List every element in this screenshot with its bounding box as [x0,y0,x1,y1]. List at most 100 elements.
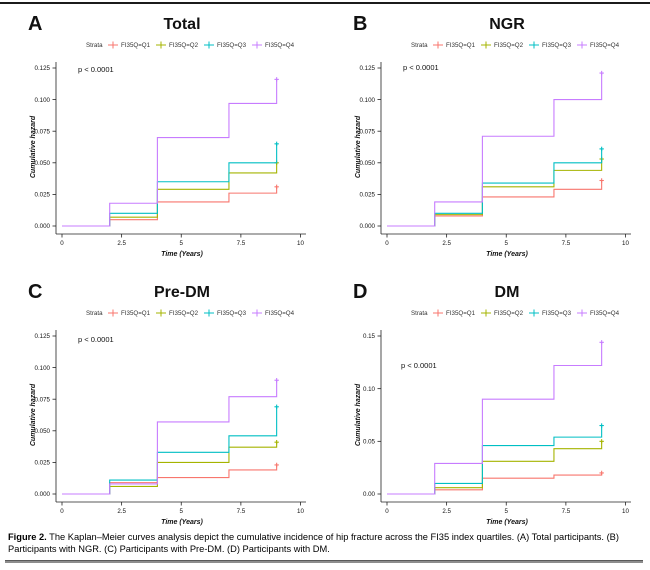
y-tick-label: 0.100 [360,97,376,104]
panel-title: DM [495,284,520,301]
legend-label: FI35Q=Q2 [494,42,524,49]
y-tick-label: 0.000 [35,491,51,498]
axes [52,62,306,238]
bottom-rule [5,560,643,563]
x-tick-label: 2.5 [442,508,451,515]
legend-title: Strata [86,310,103,317]
km-curve-fi35q-q4 [387,73,603,227]
x-tick-label: 5 [180,508,184,515]
km-curve-fi35q-q3 [62,406,278,495]
panel-title: Pre-DM [154,284,210,301]
p-value: p < 0.0001 [403,63,439,72]
y-tick-label: 0.075 [360,128,376,135]
top-rule [0,2,650,4]
y-tick-label: 0.15 [363,333,376,340]
y-tick-label: 0.025 [35,192,51,199]
legend-label: FI35Q=Q4 [590,310,620,317]
legend-label: FI35Q=Q4 [590,42,620,49]
y-tick-label: 0.025 [35,460,51,467]
p-value: p < 0.0001 [401,361,437,370]
y-axis-title: Cumulative hazard [355,383,362,446]
p-value: p < 0.0001 [78,335,114,344]
y-axis-title: Cumulative hazard [355,115,362,178]
km-curve-fi35q-q4 [387,342,603,495]
panel-a-total: A Total Strata FI35Q=Q1 FI35Q=Q2 FI35Q=Q3 FI35… [0,4,325,264]
legend-title: Strata [411,42,428,49]
x-tick-label: 5 [505,240,509,247]
panel-letter: D [353,281,367,303]
x-tick-label: 10 [297,240,304,247]
x-axis-title: Time (Years) [161,519,203,526]
caption-text: The Kaplan–Meier curves analysis depict … [8,532,619,555]
legend-label: FI35Q=Q3 [217,310,247,317]
km-curve-fi35q-q2 [62,442,278,495]
x-axis-title: Time (Years) [486,251,528,258]
legend-label: FI35Q=Q3 [542,310,572,317]
x-tick-label: 7.5 [237,240,246,247]
y-tick-label: 0.125 [360,65,376,72]
y-tick-label: 0.125 [35,333,51,340]
x-tick-label: 2.5 [442,240,451,247]
y-tick-label: 0.100 [35,97,51,104]
y-tick-label: 0.10 [363,386,376,393]
x-tick-label: 0 [385,240,389,247]
x-tick-label: 0 [385,508,389,515]
legend-label: FI35Q=Q1 [446,42,476,49]
y-tick-label: 0.125 [35,65,51,72]
panel-letter: B [353,13,367,35]
y-axis-title: Cumulative hazard [30,115,37,178]
legend-label: FI35Q=Q3 [217,42,247,49]
legend: Strata FI35Q=Q1 FI35Q=Q2 FI35Q=Q3 FI35Q=Q4 [86,41,295,49]
panel-b-ngr: B NGR Strata FI35Q=Q1 FI35Q=Q2 FI35Q=Q3 FI35Q=… [325,4,650,264]
y-tick-label: 0.00 [363,491,376,498]
panel-letter: C [28,281,42,303]
km-curve-fi35q-q4 [62,79,278,227]
legend-title: Strata [86,42,103,49]
km-curve-fi35q-q3 [62,143,278,227]
legend: Strata FI35Q=Q1 FI35Q=Q2 FI35Q=Q3 FI35Q=Q4 [411,41,620,49]
figure-caption: Figure 2. The Kaplan–Meier curves analys… [8,531,644,556]
axes [377,62,631,238]
km-chart-a: A Total Strata FI35Q=Q1 FI35Q=Q2 FI35Q=Q3 FI35… [28,13,306,258]
km-chart-c: C Pre-DM Strata FI35Q=Q1 FI35Q=Q2 FI35Q=Q3 FI3… [28,281,306,526]
x-tick-label: 5 [505,508,509,515]
km-chart-d: D DM Strata FI35Q=Q1 FI35Q=Q2 FI35Q=Q3 FI35Q=Q… [353,281,631,526]
legend: Strata FI35Q=Q1 FI35Q=Q2 FI35Q=Q3 FI35Q=Q4 [411,309,620,317]
panel-c-pre-dm: C Pre-DM Strata FI35Q=Q1 FI35Q=Q2 FI35Q=Q3 FI3… [0,272,325,532]
y-tick-label: 0.000 [35,223,51,230]
km-curve-fi35q-q3 [387,425,603,495]
legend-label: FI35Q=Q1 [121,42,151,49]
y-tick-label: 0.050 [35,428,51,435]
x-tick-label: 10 [622,508,629,515]
x-axis-title: Time (Years) [486,519,528,526]
axes [52,330,306,506]
km-curve-fi35q-q3 [387,148,603,227]
y-tick-label: 0.050 [35,160,51,167]
legend-label: FI35Q=Q4 [265,42,295,49]
legend-title: Strata [411,310,428,317]
x-axis-title: Time (Years) [161,251,203,258]
x-tick-label: 10 [622,240,629,247]
legend-label: FI35Q=Q1 [446,310,476,317]
x-tick-label: 10 [297,508,304,515]
caption-label: Figure 2. [8,532,47,542]
km-curve-fi35q-q2 [387,159,603,227]
km-curve-fi35q-q2 [387,441,603,495]
legend-label: FI35Q=Q4 [265,310,295,317]
km-curve-fi35q-q4 [62,380,278,495]
x-tick-label: 0 [60,508,64,515]
legend-label: FI35Q=Q2 [169,310,199,317]
legend: Strata FI35Q=Q1 FI35Q=Q2 FI35Q=Q3 FI35Q=Q4 [86,309,295,317]
panel-title: NGR [489,16,525,33]
legend-label: FI35Q=Q1 [121,310,151,317]
p-value: p < 0.0001 [78,65,114,74]
km-curve-fi35q-q1 [62,464,278,495]
y-tick-label: 0.025 [360,192,376,199]
axes [377,330,631,506]
x-tick-label: 7.5 [562,508,571,515]
km-chart-b: B NGR Strata FI35Q=Q1 FI35Q=Q2 FI35Q=Q3 FI35Q=… [353,13,631,258]
x-tick-label: 0 [60,240,64,247]
legend-label: FI35Q=Q3 [542,42,572,49]
y-tick-label: 0.100 [35,365,51,372]
